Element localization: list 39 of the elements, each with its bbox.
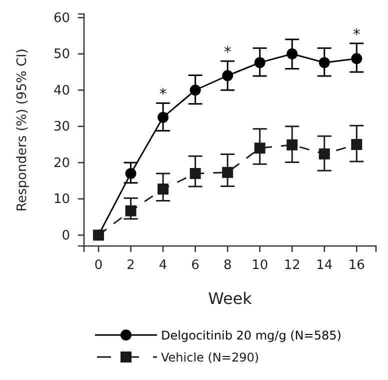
- y-axis-title: Responders (%) (95% CI): [15, 48, 30, 212]
- point: [318, 57, 330, 68]
- x-tick-label: 0: [94, 258, 103, 274]
- y-tick-label: 0: [62, 228, 70, 244]
- point: [254, 57, 266, 68]
- y-tick-label: 20: [53, 156, 70, 171]
- point: [158, 184, 169, 195]
- point: [254, 142, 266, 154]
- y-tick-label: 30: [53, 120, 70, 135]
- x-tick-label: 10: [252, 258, 268, 274]
- point: [158, 112, 169, 123]
- annotation: *: [224, 43, 232, 62]
- y-tick-label: 10: [53, 192, 70, 208]
- annotation: *: [159, 85, 168, 104]
- y-tick-label: 40: [53, 83, 70, 98]
- x-axis-title: Week: [208, 289, 253, 308]
- point: [286, 48, 298, 60]
- point: [190, 168, 201, 179]
- point: [222, 70, 234, 82]
- point: [351, 53, 362, 64]
- point: [222, 166, 234, 178]
- point: [190, 84, 201, 96]
- point: [351, 139, 362, 150]
- point: [125, 205, 136, 216]
- x-tick-label: 16: [348, 258, 365, 274]
- text: Vehicle (N=290): [161, 350, 260, 364]
- x-tick-label: 12: [284, 258, 300, 274]
- x-tick-label: 8: [223, 258, 232, 274]
- x-tick-label: 4: [158, 258, 168, 274]
- x-tick-label: 6: [191, 258, 200, 274]
- text: Delgocitinib 20 mg/g (N=585): [161, 328, 342, 342]
- y-tick-label: 50: [53, 47, 70, 62]
- point: [125, 168, 136, 179]
- point: [318, 148, 330, 160]
- x-tick-label: 14: [316, 258, 333, 274]
- y-tick-label: 60: [53, 10, 70, 26]
- annotation: *: [352, 25, 361, 44]
- point: [286, 139, 298, 150]
- x-tick-label: 2: [126, 258, 135, 274]
